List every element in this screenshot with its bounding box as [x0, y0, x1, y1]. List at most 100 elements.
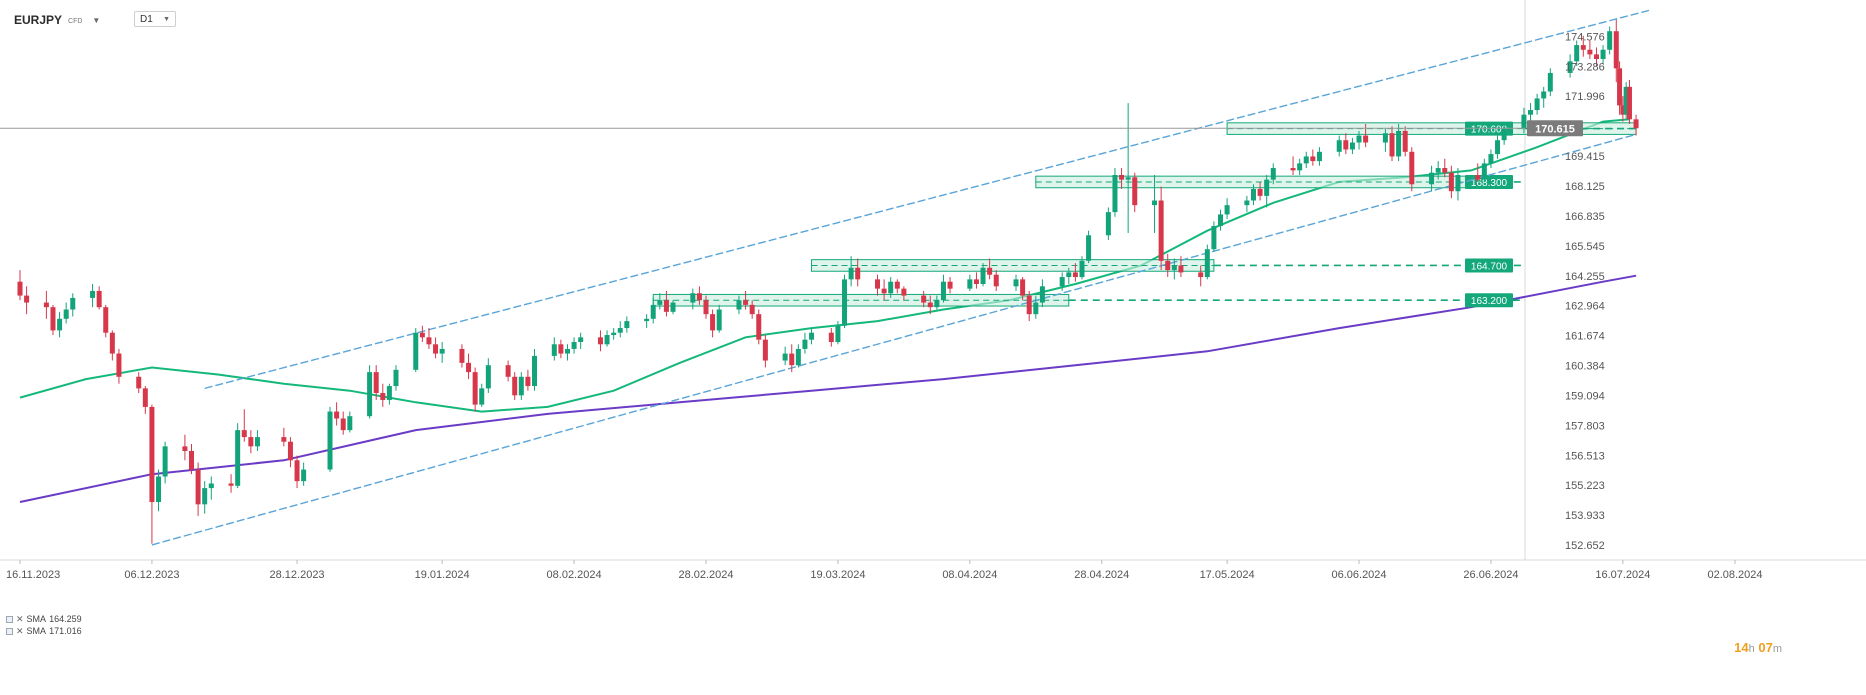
- candle-body: [624, 321, 630, 329]
- time-tick-label: 28.02.2024: [678, 569, 733, 581]
- candle-body: [109, 332, 115, 354]
- candle-body: [1310, 156, 1316, 162]
- candle-body: [1152, 200, 1158, 206]
- candle-body: [235, 430, 241, 486]
- candle-body: [103, 307, 109, 333]
- candle-body: [644, 318, 650, 322]
- candle-body: [1105, 212, 1111, 236]
- candle-body: [1125, 177, 1131, 180]
- candle-body: [1158, 200, 1164, 261]
- candle-body: [690, 293, 696, 303]
- candle-body: [604, 335, 610, 345]
- candle-body: [182, 446, 188, 451]
- candle-body: [1204, 249, 1210, 278]
- candle-body: [1541, 91, 1547, 99]
- candle-body: [795, 348, 801, 366]
- candle-body: [564, 348, 570, 354]
- candle-body: [934, 300, 940, 308]
- candle-body: [512, 376, 518, 396]
- time-tick-label: 08.02.2024: [547, 569, 602, 581]
- candle-body: [967, 279, 973, 289]
- candle-body: [663, 300, 669, 312]
- price-tick-label: 164.255: [1565, 271, 1605, 283]
- legend-label: SMA: [26, 614, 47, 624]
- candle-body: [1547, 72, 1553, 92]
- candle-body: [578, 337, 584, 342]
- candle-body: [809, 332, 815, 340]
- candle-body: [855, 267, 861, 280]
- price-tags: 170.615: [0, 120, 1583, 137]
- price-tick-label: 159.094: [1565, 390, 1605, 402]
- candle-body: [1382, 133, 1388, 143]
- candle-body: [459, 348, 465, 363]
- candle-body: [927, 302, 933, 308]
- candle-body: [1066, 272, 1072, 278]
- close-icon[interactable]: ✕: [16, 626, 24, 636]
- indicator-icon: [6, 627, 13, 635]
- symbol-selector[interactable]: EURJPY CFD ▼: [14, 12, 100, 28]
- candle-body: [208, 483, 214, 489]
- candle-body: [888, 281, 894, 294]
- level-tag: [1465, 258, 1513, 273]
- timeframe-select[interactable]: D1 ▼: [134, 11, 176, 27]
- candle-body: [1475, 174, 1481, 180]
- candle-body: [762, 339, 768, 361]
- candle-body: [1521, 114, 1527, 129]
- candle-body: [921, 295, 927, 303]
- candle-body: [1593, 54, 1599, 60]
- price-tick-label: 168.125: [1565, 181, 1605, 193]
- candle-body: [987, 267, 993, 275]
- time-tick-label: 06.12.2023: [124, 569, 179, 581]
- price-axis[interactable]: 174.576 173.286 171.996 169.415 168.125 166.8…: [1565, 31, 1605, 551]
- candle-body: [973, 279, 979, 284]
- candle-body: [195, 469, 201, 505]
- candle-body: [670, 302, 676, 312]
- candle-body: [571, 341, 577, 349]
- close-icon[interactable]: ✕: [16, 614, 24, 624]
- candle-body: [1402, 130, 1408, 152]
- chevron-down-icon[interactable]: ▼: [92, 15, 101, 25]
- countdown-minutes: 07: [1758, 640, 1773, 655]
- candle-body: [894, 281, 900, 289]
- candle-body: [373, 372, 379, 394]
- candle-body: [696, 293, 702, 301]
- candle-body: [472, 372, 478, 405]
- level-tag-label: 164.700: [1471, 261, 1508, 272]
- candle-body: [1356, 135, 1362, 143]
- horizontal-levels: 170.600 168.300 164.700 163.200: [1068, 121, 1637, 308]
- time-axis[interactable]: 16.11.2023 06.12.2023 28.12.2023 19.01.2024…: [6, 560, 1763, 581]
- candle-body: [162, 446, 168, 477]
- candle-body: [657, 300, 663, 305]
- candle-body: [875, 279, 880, 289]
- time-tick-label: 16.07.2024: [1595, 569, 1650, 581]
- countdown-hours-unit: h: [1748, 643, 1755, 655]
- candle-body: [90, 290, 96, 298]
- time-tick-label: 02.08.2024: [1707, 569, 1762, 581]
- candle-body: [1633, 119, 1639, 129]
- candle-body: [1349, 142, 1355, 150]
- candle-body: [1119, 174, 1125, 180]
- channel-upper-line: [204, 9, 1650, 390]
- candle-body: [294, 460, 300, 482]
- candle-body: [1435, 168, 1441, 173]
- candle-body: [347, 416, 353, 431]
- candle-body: [466, 362, 472, 373]
- price-tick-label: 152.652: [1565, 540, 1605, 552]
- candle-body: [940, 281, 946, 301]
- candle-body: [848, 267, 854, 280]
- time-tick-label: 26.06.2024: [1463, 569, 1518, 581]
- candle-body: [1574, 45, 1580, 62]
- candle-body: [1020, 279, 1026, 296]
- candle-body: [1607, 31, 1613, 50]
- legend-item[interactable]: ✕ SMA 164.259: [6, 613, 82, 625]
- candle-body: [116, 353, 122, 377]
- candle-body: [980, 267, 986, 284]
- candle-body: [380, 393, 386, 400]
- legend-item[interactable]: ✕ SMA 171.016: [6, 625, 82, 637]
- candle-body: [597, 337, 603, 345]
- candle-body: [835, 325, 841, 342]
- chevron-down-icon: ▼: [163, 15, 170, 23]
- candle-body: [611, 332, 617, 336]
- support-resistance-zones: [652, 122, 1637, 307]
